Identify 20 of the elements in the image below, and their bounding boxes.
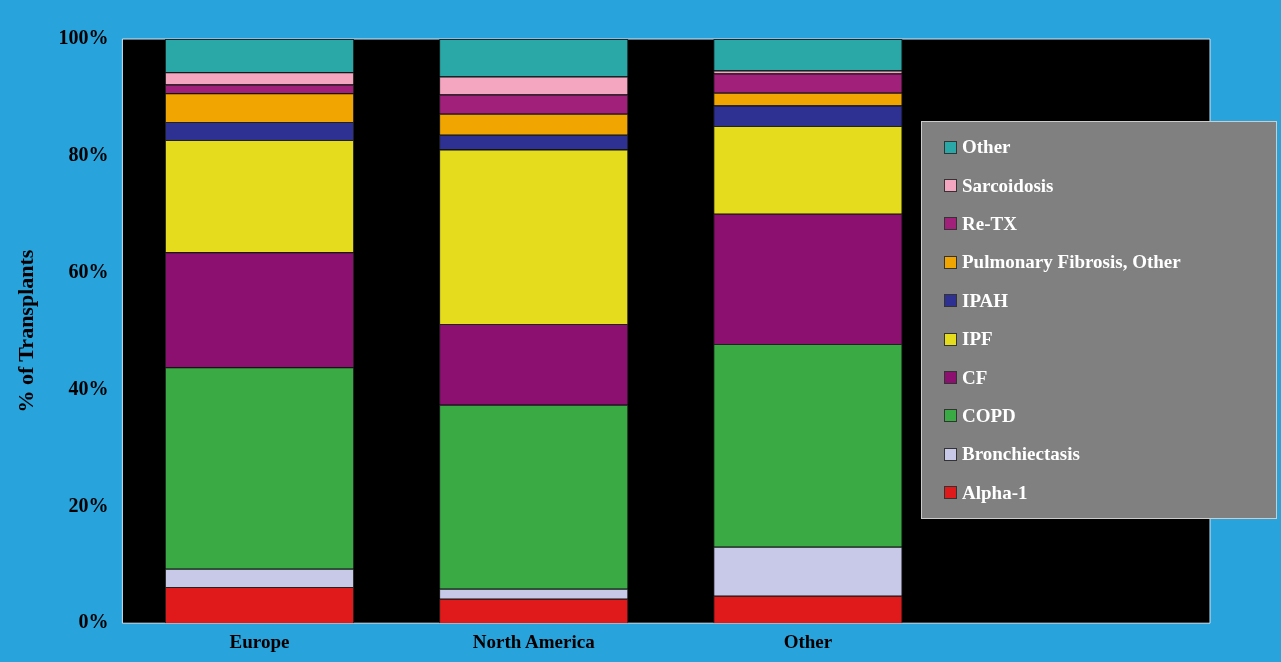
legend-label: CF bbox=[962, 366, 988, 389]
legend-label: Other bbox=[962, 136, 1011, 159]
legend-label: IPF bbox=[962, 328, 993, 351]
legend-label: COPD bbox=[962, 404, 1016, 427]
y-tick-label: 40% bbox=[68, 376, 109, 399]
y-tick-label: 80% bbox=[68, 143, 109, 166]
x-tick-label: Other bbox=[783, 630, 833, 652]
legend-label: Sarcoidosis bbox=[962, 174, 1054, 197]
x-tick-label: Europe bbox=[229, 630, 290, 652]
legend-label: IPAH bbox=[962, 289, 1009, 312]
y-axis-title: % of Transplants bbox=[12, 249, 38, 413]
legend-label: Alpha-1 bbox=[962, 481, 1028, 504]
legend-label: Re-TX bbox=[962, 212, 1017, 235]
legend-label: Bronchiectasis bbox=[962, 443, 1080, 466]
y-tick-label: 0% bbox=[78, 610, 109, 633]
legend-label: Pulmonary Fibrosis, Other bbox=[962, 251, 1181, 274]
y-tick-label: 20% bbox=[68, 493, 109, 516]
y-tick-label: 100% bbox=[58, 26, 109, 49]
x-tick-label: North America bbox=[472, 630, 596, 652]
y-tick-label: 60% bbox=[68, 259, 109, 282]
